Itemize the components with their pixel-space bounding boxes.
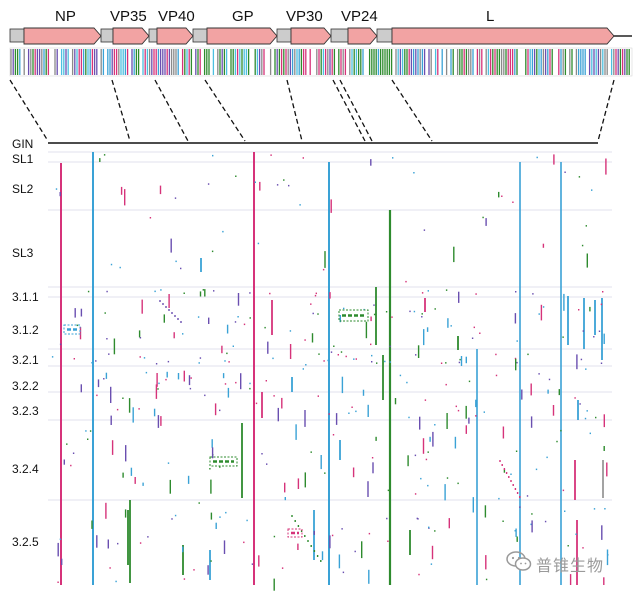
row-label-3-1-2: 3.1.2 [12, 323, 39, 337]
noncoding-region [192, 28, 208, 43]
noncoding-region [100, 28, 114, 43]
zoom-connector [597, 79, 615, 142]
row-label-3-2-4: 3.2.4 [12, 462, 39, 476]
gene-label-vp24: VP24 [341, 8, 378, 25]
row-label-sl3: SL3 [12, 246, 34, 260]
row-label-gin: GIN [12, 137, 34, 151]
noncoding-region [376, 28, 393, 43]
wechat-icon [506, 550, 532, 577]
gene-label-vp30: VP30 [286, 8, 323, 25]
gene-label-vp35: VP35 [110, 8, 147, 25]
row-label-3-2-2: 3.2.2 [12, 379, 39, 393]
gene-arrow-np [23, 27, 102, 45]
variant-grid [51, 152, 609, 591]
gene-label-np: NP [55, 8, 76, 25]
watermark: 普锥生物 [506, 550, 604, 577]
row-label-3-2-3: 3.2.3 [12, 404, 39, 418]
noncoding-region [276, 28, 292, 43]
row-label-sl1: SL1 [12, 152, 34, 166]
zoom-lines [9, 79, 615, 144]
noncoding-region [330, 28, 349, 43]
zoom-connector [332, 79, 366, 142]
gene-label-vp40: VP40 [158, 8, 195, 25]
zoom-connector [154, 79, 189, 142]
noncoding-region [9, 28, 25, 43]
gene-label-l: L [486, 8, 495, 25]
zoom-connector [9, 79, 49, 142]
gene-label-gp: GP [232, 8, 254, 25]
gene-arrow-l [391, 27, 615, 45]
zoom-connector [391, 79, 433, 142]
row-label-3-1-1: 3.1.1 [12, 290, 39, 304]
highlight-box [287, 528, 303, 538]
gene-arrow-vp30 [290, 27, 332, 45]
gene-arrow-vp40 [156, 27, 194, 45]
row-label-3-2-5: 3.2.5 [12, 535, 39, 549]
noncoding-region [148, 28, 158, 43]
highlight-box [338, 309, 369, 322]
zoom-connector [111, 79, 131, 142]
genome-map [9, 27, 632, 45]
watermark-text: 普锥生物 [536, 557, 605, 575]
variant-strip [9, 47, 633, 77]
row-label-sl2: SL2 [12, 182, 34, 196]
gene-arrow-vp35 [112, 27, 150, 45]
gene-arrow-gp [206, 27, 278, 45]
row-label-3-2-1: 3.2.1 [12, 353, 39, 367]
highlight-box [209, 456, 238, 467]
gene-arrow-vp24 [347, 27, 378, 45]
zoom-connector [286, 79, 303, 142]
highlight-boxes [63, 309, 369, 538]
highlight-box [63, 324, 81, 335]
zoom-connector [339, 79, 373, 142]
zoom-connector [204, 79, 246, 142]
